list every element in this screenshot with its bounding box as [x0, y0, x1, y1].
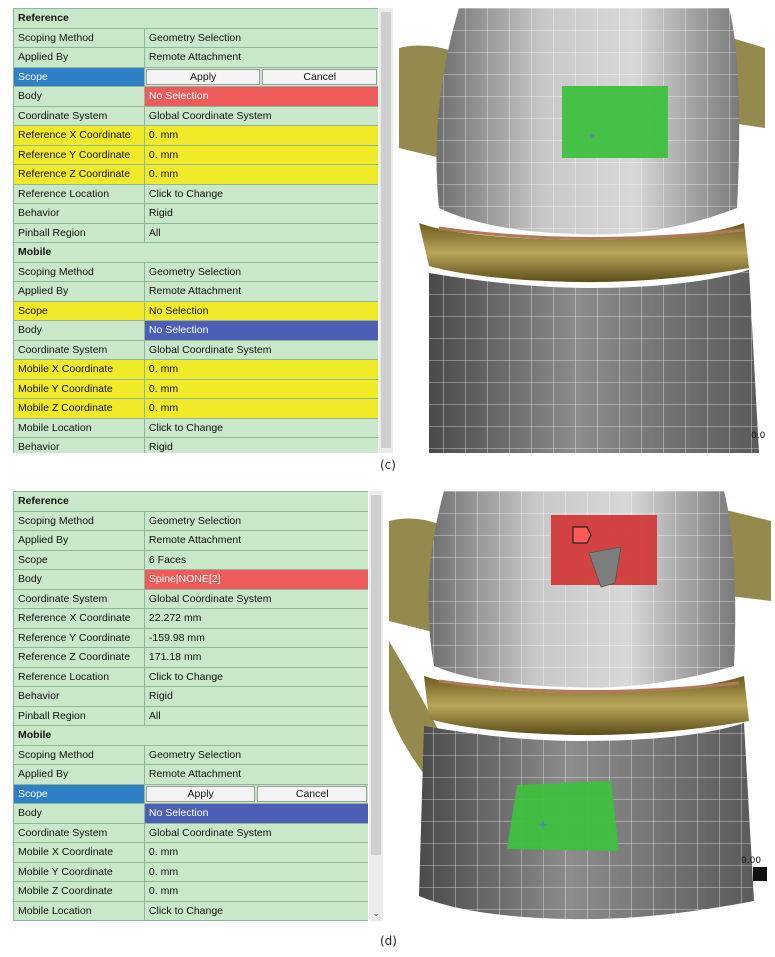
row-applied-by[interactable]: Applied By Remote Attachment — [13, 281, 378, 302]
spine-model: 0.0 — [399, 8, 765, 453]
row-pinball-region[interactable]: Pinball Region All — [13, 705, 368, 726]
row-body[interactable]: Body Spine|NONE[2] — [13, 569, 368, 590]
scrollbar-thumb[interactable] — [381, 12, 391, 448]
row-scope[interactable]: Scope 6 Faces — [13, 549, 368, 570]
model-viewport-d[interactable]: 0.00 — [389, 491, 771, 921]
row-scope[interactable]: Scope No Selection — [13, 300, 378, 321]
row-coordinate-system[interactable]: Coordinate System Global Coordinate Syste… — [13, 588, 368, 609]
group-header-reference[interactable]: Reference — [13, 491, 368, 512]
selected-face-green[interactable] — [562, 86, 668, 158]
row-reference-z[interactable]: Reference Z Coordinate 0. mm — [13, 164, 378, 185]
caption-c: (c) — [380, 458, 396, 472]
apply-button[interactable]: Apply — [145, 785, 256, 802]
group-header-reference[interactable]: Reference — [13, 8, 378, 29]
row-scope[interactable]: Scope Apply Cancel — [13, 66, 378, 87]
selected-face-green[interactable] — [507, 781, 619, 851]
row-coordinate-system[interactable]: Coordinate System Global Coordinate Syste… — [13, 105, 378, 126]
row-reference-location[interactable]: Reference Location Click to Change — [13, 666, 368, 687]
model-viewport-c[interactable]: 0.0 — [399, 8, 765, 453]
row-mobile-x[interactable]: Mobile X Coordinate 0. mm — [13, 842, 368, 863]
row-coordinate-system[interactable]: Coordinate System Global Coordinate Syste… — [13, 822, 368, 843]
row-reference-y[interactable]: Reference Y Coordinate 0. mm — [13, 144, 378, 165]
row-reference-x[interactable]: Reference X Coordinate 22.272 mm — [13, 608, 368, 629]
row-scoping-method[interactable]: Scoping Method Geometry Selection — [13, 261, 378, 282]
row-mobile-location[interactable]: Mobile Location Click to Change — [13, 417, 378, 438]
row-reference-x[interactable]: Reference X Coordinate 0. mm — [13, 125, 378, 146]
disc — [424, 676, 749, 736]
row-mobile-y[interactable]: Mobile Y Coordinate 0. mm — [13, 378, 378, 399]
group-header-mobile[interactable]: Mobile — [13, 725, 368, 746]
row-body[interactable]: Body No Selection — [13, 803, 368, 824]
row-applied-by[interactable]: Applied By Remote Attachment — [13, 764, 368, 785]
scale-label: 0.00 — [741, 856, 761, 866]
row-body[interactable]: Body No Selection — [13, 320, 378, 341]
caption-d: (d) — [380, 934, 397, 948]
details-panel-d: Reference Scoping Method Geometry Selecti… — [13, 491, 368, 921]
remote-point-icon[interactable] — [572, 526, 592, 544]
row-applied-by[interactable]: Applied By Remote Attachment — [13, 530, 368, 551]
row-mobile-y[interactable]: Mobile Y Coordinate 0. mm — [13, 861, 368, 882]
cancel-button[interactable]: Cancel — [257, 785, 367, 802]
row-coordinate-system[interactable]: Coordinate System Global Coordinate Syste… — [13, 339, 378, 360]
remote-cone-icon — [588, 546, 622, 588]
apply-button[interactable]: Apply — [145, 68, 261, 85]
row-mobile-location[interactable]: Mobile Location Click to Change — [13, 900, 368, 921]
row-scoping-method[interactable]: Scoping Method Geometry Selection — [13, 744, 368, 765]
row-behavior[interactable]: Behavior Rigid — [13, 437, 378, 453]
spine-model: 0.00 — [389, 491, 771, 921]
scroll-down-icon[interactable]: ⌄ — [372, 909, 380, 919]
row-reference-location[interactable]: Reference Location Click to Change — [13, 183, 378, 204]
collapse-icon[interactable] — [14, 13, 15, 22]
details-panel-c: Reference Scoping Method Geometry Selecti… — [13, 8, 378, 453]
scale-label: 0.0 — [751, 431, 765, 441]
row-scoping-method[interactable]: Scoping Method Geometry Selection — [13, 510, 368, 531]
cancel-button[interactable]: Cancel — [262, 68, 377, 85]
row-scoping-method[interactable]: Scoping Method Geometry Selection — [13, 27, 378, 48]
row-mobile-z[interactable]: Mobile Z Coordinate 0. mm — [13, 881, 368, 902]
row-behavior[interactable]: Behavior Rigid — [13, 203, 378, 224]
row-behavior[interactable]: Behavior Rigid — [13, 686, 368, 707]
row-mobile-z[interactable]: Mobile Z Coordinate 0. mm — [13, 398, 378, 419]
scale-bar — [753, 867, 767, 881]
details-table-c: Reference Scoping Method Geometry Selecti… — [13, 8, 378, 453]
row-reference-y[interactable]: Reference Y Coordinate -159.98 mm — [13, 627, 368, 648]
group-header-mobile[interactable]: Mobile — [13, 242, 378, 263]
row-scope[interactable]: Scope Apply Cancel — [13, 783, 368, 804]
details-table-d: Reference Scoping Method Geometry Selecti… — [13, 491, 368, 921]
collapse-icon[interactable] — [14, 247, 15, 256]
scrollbar-thumb[interactable] — [371, 495, 381, 855]
scrollbar[interactable] — [379, 8, 393, 453]
row-applied-by[interactable]: Applied By Remote Attachment — [13, 47, 378, 68]
row-body[interactable]: Body No Selection — [13, 86, 378, 107]
scrollbar[interactable]: ⌄ — [369, 491, 383, 921]
row-reference-z[interactable]: Reference Z Coordinate 171.18 mm — [13, 647, 368, 668]
row-mobile-x[interactable]: Mobile X Coordinate 0. mm — [13, 359, 378, 380]
row-pinball-region[interactable]: Pinball Region All — [13, 222, 378, 243]
